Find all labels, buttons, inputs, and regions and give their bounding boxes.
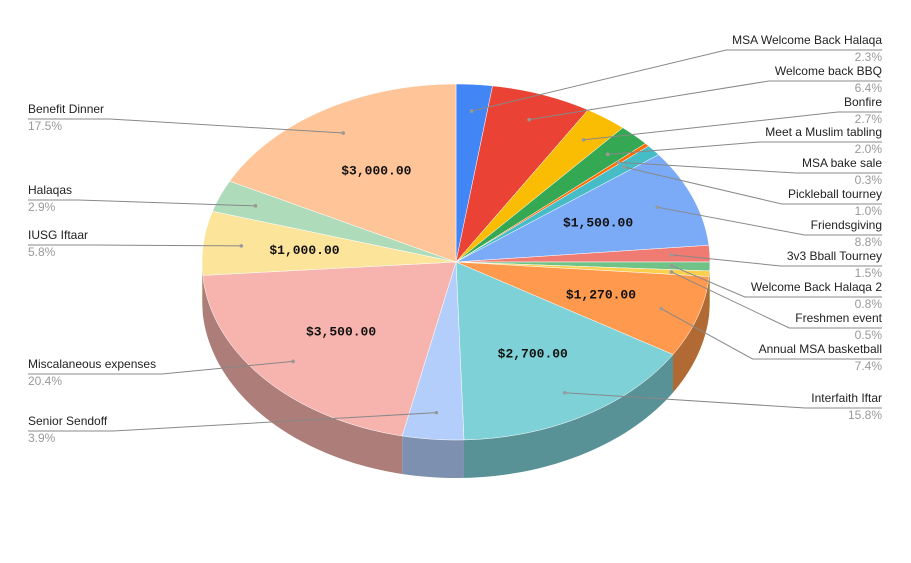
legend-label: Meet a Muslim tabling [765,125,882,139]
leader-line [671,265,882,298]
amount-label: $3,000.00 [341,163,411,178]
leader-dot [659,306,664,311]
percent-label: 17.5% [28,119,62,133]
slice-side [402,435,464,478]
legend-label: MSA Welcome Back Halaqa [732,33,882,47]
percent-label: 2.9% [28,200,56,214]
leader-line [583,111,882,141]
slice-side-shade [672,276,710,393]
legend-label: Freshmen event [795,311,882,325]
leader-line [671,254,882,267]
amount-label: $1,500.00 [563,216,633,231]
legend-label: 3v3 Bball Tourney [787,249,882,263]
leader-line [607,141,882,155]
percent-label: 2.3% [855,50,883,64]
leader-line [28,199,256,207]
legend-label: Welcome Back Halaqa 2 [751,280,883,294]
leader-dot [341,131,345,135]
leader-dot [616,160,621,165]
percent-label: 0.8% [855,297,883,311]
leader-dot [605,152,610,157]
leader-line [618,161,882,174]
slice-side-shade [463,354,673,478]
slice [201,210,457,276]
percent-label: 0.5% [855,328,883,342]
leader-dot [527,117,531,122]
slice-side [672,276,710,393]
slice [401,261,465,441]
legend-label: Annual MSA basketball [759,342,882,356]
legend-label: MSA bake sale [802,156,882,170]
slice-side-shade [402,435,464,478]
percent-label: 15.8% [848,408,882,422]
amount-label: $3,500.00 [306,325,376,340]
leader-line [28,118,344,134]
legend-label: Pickleball tourney [788,187,882,201]
percent-label: 7.4% [855,359,883,373]
leader-dot [655,205,660,209]
leader-dot [669,253,674,257]
percent-label: 2.7% [855,112,883,126]
percent-label: 2.0% [855,142,883,156]
amount-label: $1,000.00 [269,243,339,258]
leader-dot [291,359,295,364]
legend-label: Friendsgiving [811,218,882,232]
leader-dot [670,264,674,268]
slice-side [202,275,403,474]
slice-side-shade [202,275,403,474]
slice [455,261,674,441]
leader-line [661,308,882,360]
amount-label: $2,700.00 [498,347,568,362]
leader-line [529,80,882,121]
leader-line [671,271,882,329]
slice [212,180,457,263]
leader-line [471,49,882,112]
percent-label: 1.0% [855,204,883,218]
percent-label: 5.8% [28,245,56,259]
leader-dot [434,410,439,415]
slice [455,109,624,263]
legend-label: Welcome back BBQ [775,64,882,78]
percent-label: 8.8% [855,235,883,249]
percent-label: 6.4% [855,81,883,95]
leader-dot [669,270,674,274]
slice [229,83,457,263]
percent-label: 0.3% [855,173,883,187]
percent-label: 3.9% [28,431,56,445]
legend-label: Benefit Dinner [28,102,104,116]
percent-label: 20.4% [28,374,62,388]
amount-label: $1,270.00 [566,287,636,302]
leader-dot [622,165,626,169]
leader-dot [239,244,244,248]
leader-line [623,166,882,205]
legend-label: Halaqas [28,183,72,197]
slice [455,127,646,263]
slice [455,261,710,355]
leader-dot [562,390,567,395]
leader-dot [253,204,258,208]
legend-label: IUSG Iftaar [28,228,88,242]
leader-line [28,360,294,375]
slice [202,261,457,437]
slice-side [463,354,673,478]
legend-label: Senior Sendoff [28,414,108,428]
leader-line [657,206,882,236]
leader-line [28,412,437,432]
legend-label: Miscalaneous expenses [28,357,156,371]
leader-line [28,244,242,247]
leader-dot [581,138,586,142]
leader-dot [469,109,474,113]
percent-label: 1.5% [855,266,883,280]
leader-line [564,392,882,409]
legend-label: Bonfire [844,95,882,109]
legend-label: Interfaith Iftar [811,391,882,405]
